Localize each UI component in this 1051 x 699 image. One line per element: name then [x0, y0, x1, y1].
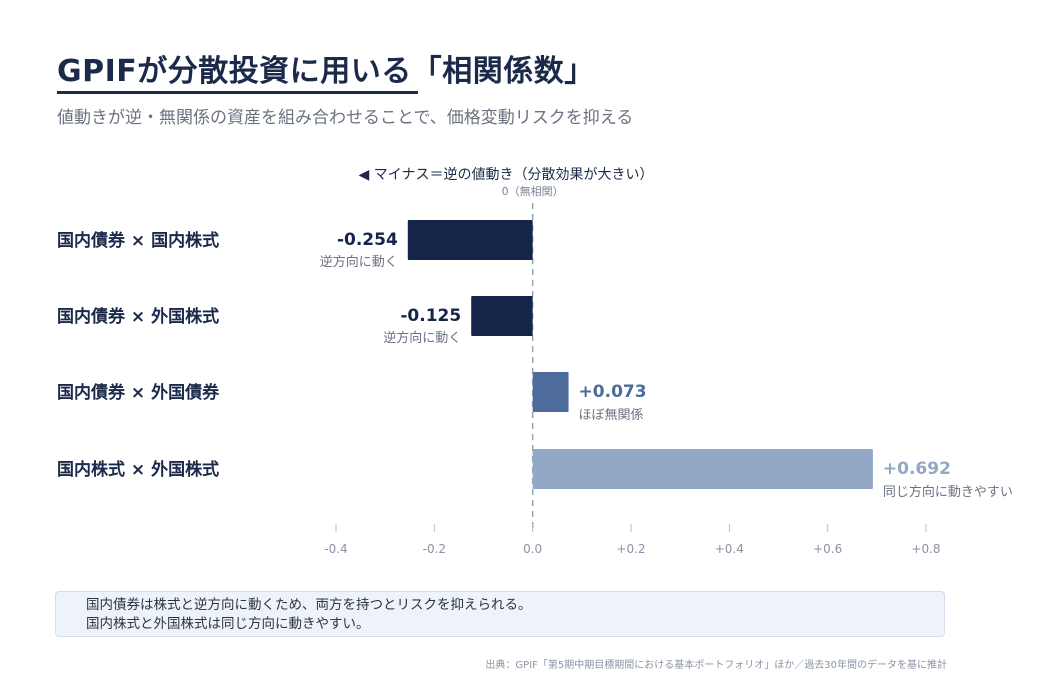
zero-label: 0（無相関） — [502, 184, 564, 198]
note-line-2: 国内株式と外国株式は同じ方向に動きやすい。 — [86, 616, 370, 632]
x-tick-label-7: +0.8 — [911, 542, 940, 556]
source-note: 出典：GPIF「第5期中期目標期間における基本ポートフォリオ」ほか／過去30年間… — [485, 660, 947, 671]
direction-label: ◀ マイナス＝逆の値動き（分散効果が大きい） — [359, 167, 654, 183]
x-tick-label-5: +0.4 — [715, 542, 744, 556]
value-label-2: -0.125 — [400, 306, 461, 326]
bar-4 — [532, 449, 873, 489]
x-tick-label-6: +0.6 — [813, 542, 842, 556]
title-underline — [57, 91, 418, 94]
category-label-4: 国内株式 × 外国株式 — [57, 459, 219, 480]
correlation-bar-chart: ◀ マイナス＝逆の値動き（分散効果が大きい）0（無相関） 国内債券 × 国内株式 -… — [57, 167, 1013, 556]
bar-2 — [471, 296, 533, 336]
value-label-3: +0.073 — [579, 382, 647, 402]
category-label-3: 国内債券 × 外国債券 — [57, 382, 220, 403]
page-title: GPIFが分散投資に用いる「相関係数」 — [57, 54, 595, 89]
x-tick-label-4: +0.2 — [616, 542, 645, 556]
note-box: 国内債券は株式と逆方向に動くため、両方を持つとリスクを抑えられる。 国内株式と外… — [55, 591, 945, 637]
category-label-2: 国内債券 × 外国株式 — [57, 306, 219, 327]
x-tick-label-1: -0.4 — [324, 542, 347, 556]
value-label-4: +0.692 — [883, 459, 951, 479]
x-tick-label-2: -0.2 — [423, 542, 446, 556]
bar-annotation-1: 逆方向に動く — [320, 254, 398, 270]
page-subtitle: 値動きが逆・無関係の資産を組み合わせることで、価格変動リスクを抑える — [57, 108, 634, 128]
bar-annotation-4: 同じ方向に動きやすい — [883, 484, 1013, 500]
category-label-1: 国内債券 × 国内株式 — [57, 230, 219, 251]
bar-annotation-2: 逆方向に動く — [383, 330, 461, 346]
value-label-1: -0.254 — [337, 230, 398, 250]
x-tick-label-3: 0.0 — [523, 542, 542, 556]
note-line-1: 国内債券は株式と逆方向に動くため、両方を持つとリスクを抑えられる。 — [86, 597, 532, 613]
bar-annotation-3: ほぼ無関係 — [579, 408, 644, 423]
bar-3 — [532, 372, 569, 412]
bar-1 — [407, 220, 533, 260]
